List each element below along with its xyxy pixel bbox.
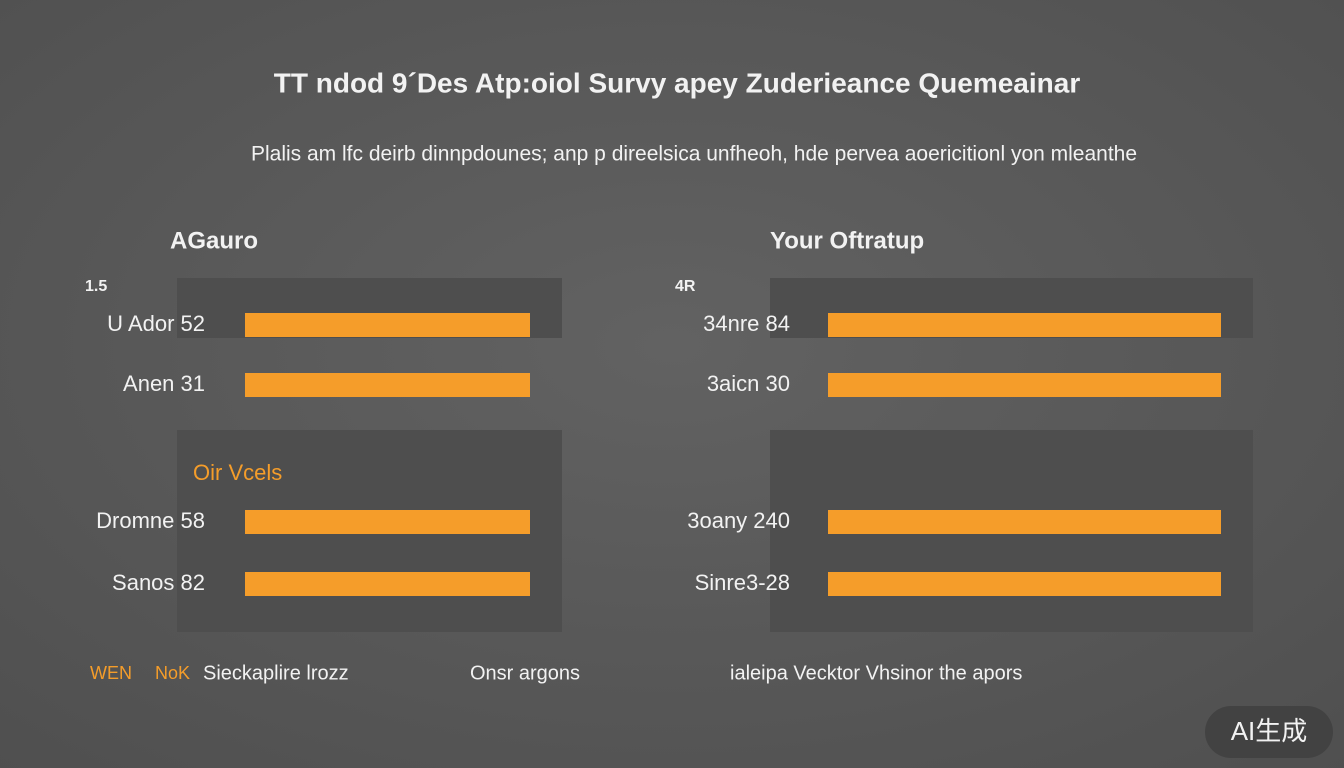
badge [1205,706,1333,758]
bar [245,373,530,397]
subtitle: Plalis am lfc deirb dinnpdounes; anp p d… [251,143,1137,166]
panel-heading: Your Oftratup [770,227,924,254]
footer-item: Sieckaplire lrozz [203,662,349,684]
panel-heading: AGauro [170,227,258,254]
row-label: 3oany 240 [687,508,790,533]
corner-label: 1.5 [85,278,107,295]
footer-item: Onsr argons [470,662,580,684]
bar [828,572,1221,596]
title: TT ndod 9´Des Atp:oiol Survy apey Zuderi… [274,67,1081,98]
row-label: U Ador 52 [107,311,205,336]
bar [245,510,530,534]
bar [245,313,530,337]
footer-item: WEN [90,663,132,683]
footer-item: ialeipa Vecktor Vhsinor the apors [730,662,1022,684]
row-label: Sinre3-28 [695,570,790,595]
bar [828,313,1221,337]
row-label: Dromne 58 [96,508,205,533]
bar [828,510,1221,534]
bar [245,572,530,596]
bar [828,373,1221,397]
row-label: 3aicn 30 [707,371,790,396]
badge-text: AI生成 [1231,716,1308,746]
section-label: Oir Vcels [193,460,282,485]
row-label: 34nre 84 [703,311,790,336]
row-label: Sanos 82 [112,570,205,595]
row-label: Anen 31 [123,371,205,396]
footer-item: NoK [155,663,190,683]
corner-label: 4R [675,278,696,295]
